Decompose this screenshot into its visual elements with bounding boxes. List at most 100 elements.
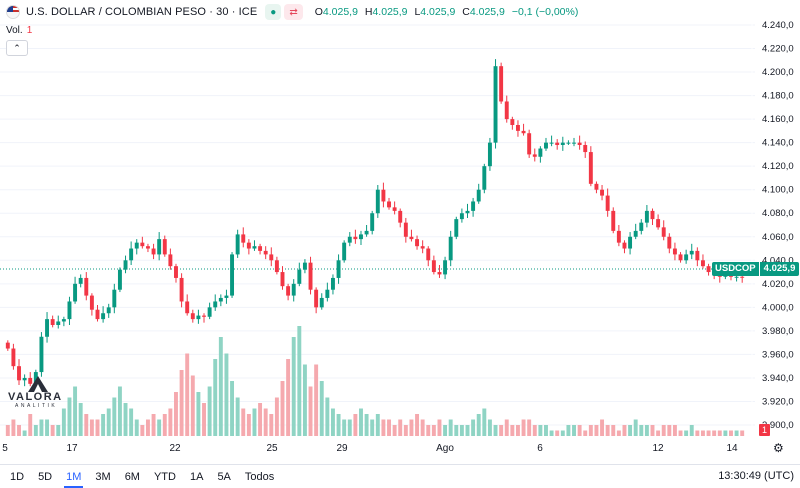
volume-bar [499,425,504,436]
range-1m[interactable]: 1M [62,466,85,488]
volume-bar [89,419,94,436]
symbol-title[interactable]: U.S. DOLLAR / COLOMBIAN PESO · 30 · ICE [26,6,258,18]
candle-body [325,289,330,298]
candle-body [476,189,481,202]
high-value: 4.025,9 [372,6,408,18]
volume-label: Vol. [6,25,23,36]
candle-body [89,295,94,310]
range-1d[interactable]: 1D [10,470,25,483]
volume-bar [101,414,106,436]
volume-bar [493,425,498,436]
candle-body [443,260,448,275]
volume-bar [684,430,689,436]
time-axis[interactable]: 5 17 22 25 29 Ago 6 12 14 [2,443,738,454]
candle-body [230,254,235,296]
range-6m[interactable]: 6M [124,470,140,483]
settings-gear-icon[interactable]: ⚙ [773,441,784,455]
volume-bar [633,419,638,436]
volume-tag: 1 [759,424,770,436]
candle-body [274,260,279,273]
volume-bar [409,419,414,436]
low-label: L [414,6,421,18]
volume-bar [566,425,571,436]
candle-body [370,213,375,231]
x-tick-label: 6 [537,443,543,454]
range-1a[interactable]: 1A [189,470,204,483]
candle-body [577,142,582,145]
price-axis[interactable]: 4.240,0 4.220,0 4.200,0 4.180,0 4.160,0 4.140… [762,20,794,431]
y-tick-label: 4.060,0 [762,232,794,243]
volume-bar [605,425,610,436]
candle-body [84,277,89,296]
y-tick-label: 4.140,0 [762,138,794,149]
valora-logo-icon [28,376,48,392]
range-todos[interactable]: Todos [244,470,275,483]
volume-bar [196,392,201,436]
clock[interactable]: 13:30:49 (UTC) [718,470,794,482]
volume-bar [577,425,582,436]
candle-body [157,239,162,255]
volume-bar [415,414,420,436]
volume-bar [381,419,386,436]
volume-bar [129,408,134,436]
market-status-pill[interactable]: ● [265,4,282,20]
price-chart[interactable]: 4.240,0 4.220,0 4.200,0 4.180,0 4.160,0 4.140… [0,0,800,464]
range-5a[interactable]: 5A [217,470,231,483]
volume-bar [611,425,616,436]
volume-bar [269,414,274,436]
candle-body [482,166,487,190]
range-5d[interactable]: 5D [38,470,53,483]
status-dot-icon: ● [270,6,277,18]
candle-body [426,248,431,261]
collapse-legend-button[interactable]: ⌃ [6,40,28,56]
candle-body [448,236,453,261]
candle-body [11,348,16,367]
candle-body [314,289,319,308]
volume-bar [521,419,526,436]
volume-bar [448,419,453,436]
volume-bar [689,425,694,436]
candle-body [252,246,257,249]
volume-bar [544,425,548,436]
volume-bar [140,425,145,436]
volume-bar [700,430,705,436]
range-3m[interactable]: 3M [95,470,111,483]
volume-bar [538,425,543,436]
compare-pill[interactable]: ⇄ [284,4,303,20]
volume-bar [224,353,229,436]
volume-bar [50,425,55,436]
x-tick-label: 14 [726,443,738,454]
volume-bar [207,386,212,436]
volume-bar [342,419,347,436]
candle-body [661,227,666,237]
volume-bar [476,414,481,436]
volume-bar [443,425,448,436]
range-ytd[interactable]: YTD [153,470,176,483]
volume-bar [678,430,683,436]
candle-body [431,260,436,273]
volume-bar [628,425,633,436]
candle-body [600,189,605,196]
candle-body [639,222,644,231]
volume-bar [740,430,745,436]
close-value: 4.025,9 [469,6,505,18]
volume-bar [325,397,330,436]
candle-body [555,142,560,145]
candle-body [185,301,190,314]
volume-bar [723,430,728,436]
volume-bar [157,419,162,436]
candle-body [50,319,55,325]
change-value: −0,1 (−0,00%) [511,6,579,18]
y-tick-label: 4.080,0 [762,208,794,219]
volume-bar [622,425,627,436]
candle-body [218,297,223,302]
volume-bar [672,425,677,436]
volume-bar [712,430,717,436]
y-tick-label: 4.200,0 [762,67,794,78]
volume-bar [319,381,324,436]
candle-body [353,236,358,240]
candle-body [162,239,167,255]
candle-body [667,236,672,249]
volume-bar [616,430,621,436]
candle-body [403,222,408,237]
